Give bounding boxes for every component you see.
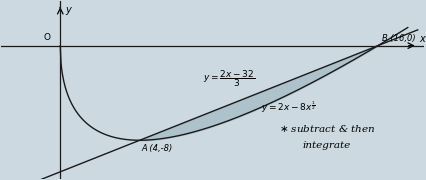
Text: integrate: integrate bbox=[302, 141, 350, 150]
Text: A (4,-8): A (4,-8) bbox=[141, 144, 173, 153]
Text: O: O bbox=[43, 33, 50, 42]
Text: $y=\dfrac{2x-32}{3}$: $y=\dfrac{2x-32}{3}$ bbox=[202, 68, 254, 89]
Text: B (16,0): B (16,0) bbox=[381, 34, 414, 43]
Text: y: y bbox=[65, 5, 71, 15]
Text: x: x bbox=[419, 34, 424, 44]
Text: $y=2x-8x^{\frac{1}{2}}$: $y=2x-8x^{\frac{1}{2}}$ bbox=[261, 99, 315, 115]
Text: $\ast$ subtract & then: $\ast$ subtract & then bbox=[278, 123, 374, 134]
